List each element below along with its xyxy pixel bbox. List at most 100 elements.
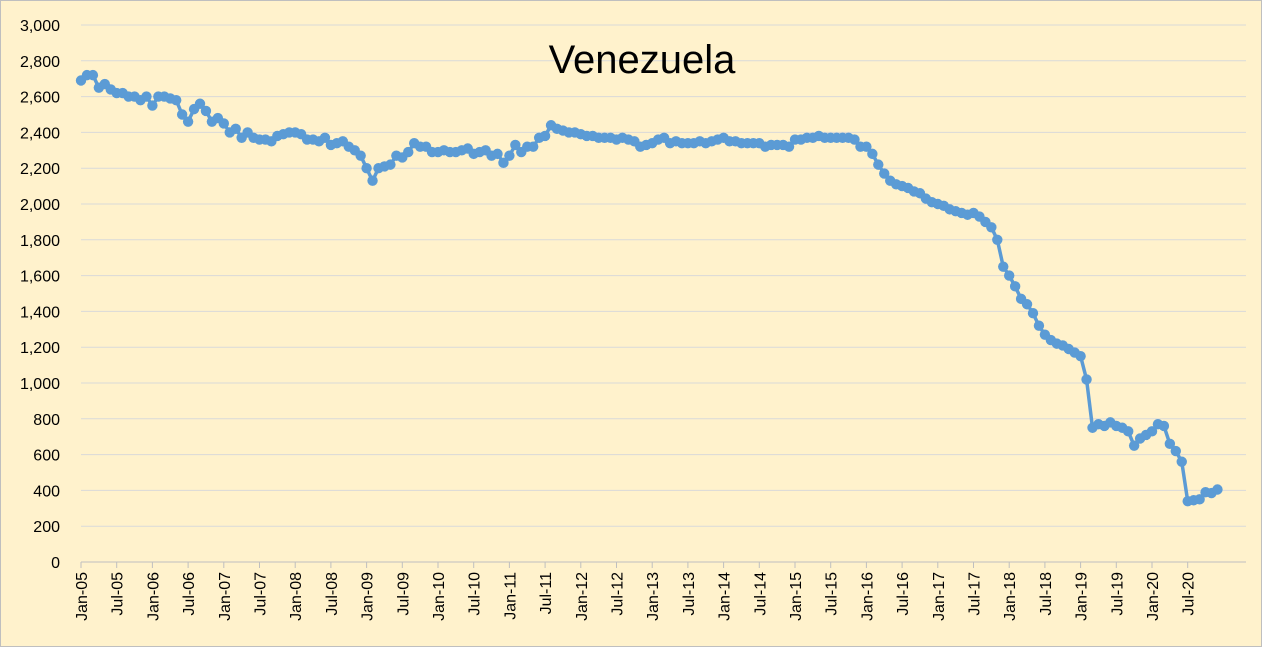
data-points	[75, 69, 1223, 507]
data-point	[873, 159, 884, 170]
data-point	[403, 146, 414, 158]
data-point	[1212, 484, 1223, 495]
y-tick-label: 2,800	[20, 54, 60, 71]
data-point	[1194, 494, 1205, 505]
y-tick-label: 2,200	[20, 161, 60, 178]
data-point	[510, 139, 521, 151]
data-point	[200, 105, 212, 117]
y-tick-label: 1,200	[20, 340, 60, 357]
data-point	[783, 141, 795, 152]
data-point	[1176, 456, 1187, 467]
data-point	[1164, 438, 1176, 450]
y-tick-label: 0	[51, 555, 60, 572]
x-tick-label: Jan-19	[1074, 572, 1091, 621]
x-tick-label: Jul-08	[324, 572, 341, 616]
data-point	[1146, 426, 1158, 437]
data-point	[986, 222, 997, 233]
y-tick-label: 1,800	[20, 233, 60, 250]
x-tick-label: Jan-07	[217, 572, 234, 621]
data-point	[1158, 420, 1170, 432]
data-point	[319, 132, 331, 143]
x-tick-label: Jul-20	[1181, 572, 1198, 616]
data-point	[861, 141, 872, 152]
x-tick-label: Jan-14	[717, 572, 734, 621]
data-point	[1128, 440, 1140, 451]
data-point	[194, 98, 206, 109]
data-point	[498, 157, 509, 169]
y-tick-label: 600	[33, 448, 60, 465]
y-tick-label: 200	[33, 519, 60, 536]
x-tick-label: Jul-17	[967, 572, 984, 616]
data-point	[998, 261, 1009, 272]
x-tick-label: Jul-09	[395, 572, 412, 616]
data-point	[361, 163, 372, 174]
x-tick-label: Jan-11	[502, 572, 519, 620]
x-tick-label: Jan-13	[645, 572, 662, 621]
x-tick-label: Jul-13	[681, 572, 698, 616]
data-point	[867, 148, 878, 160]
x-tick-label: Jan-10	[431, 572, 448, 621]
data-point	[1123, 426, 1134, 437]
data-point	[1075, 350, 1086, 362]
x-tick-label: Jul-19	[1109, 572, 1126, 616]
data-point	[492, 148, 503, 160]
data-point	[87, 69, 99, 81]
data-point	[171, 94, 182, 106]
x-tick-label: Jan-17	[931, 572, 948, 621]
data-point	[879, 168, 890, 179]
data-point	[539, 130, 551, 142]
x-tick-label: Jul-07	[253, 572, 270, 616]
x-tick-label: Jan-09	[360, 572, 377, 621]
x-tick-label: Jan-15	[788, 572, 805, 621]
x-tick-label: Jan-18	[1002, 572, 1019, 621]
y-tick-label: 2,600	[20, 90, 60, 107]
y-tick-label: 1,400	[20, 304, 60, 321]
y-tick-label: 2,400	[20, 125, 60, 142]
data-point	[1033, 320, 1045, 331]
y-tick-label: 400	[33, 483, 60, 500]
data-point	[1027, 307, 1039, 319]
data-point	[849, 134, 860, 145]
data-point	[230, 123, 241, 135]
y-tick-label: 800	[33, 412, 60, 429]
y-tick-label: 2,000	[20, 197, 60, 214]
data-point	[355, 150, 366, 161]
x-tick-label: Jul-10	[467, 572, 484, 616]
x-tick-label: Jan-05	[74, 572, 91, 621]
data-point	[1021, 299, 1033, 310]
y-tick-label: 3,000	[20, 18, 60, 35]
axes: 0 200 400 600 800 1,000 1,200 1,400 1,600 1,800 2,…	[20, 18, 1246, 621]
x-tick-label: Jul-06	[181, 572, 198, 616]
x-tick-label: Jan-08	[288, 572, 305, 621]
data-point	[1081, 374, 1092, 385]
data-point	[182, 116, 194, 127]
x-tick-label: Jul-15	[824, 572, 841, 616]
y-tick-label: 1,000	[20, 376, 60, 393]
data-point	[528, 141, 539, 152]
data-point	[147, 100, 158, 111]
chart-title: Venezuela	[549, 38, 737, 82]
x-tick-label: Jan-12	[574, 572, 591, 621]
y-tick-label: 1,600	[20, 269, 60, 286]
x-tick-label: Jan-20	[1145, 572, 1162, 621]
data-point	[141, 91, 152, 102]
data-point	[218, 118, 229, 129]
x-tick-label: Jul-14	[752, 572, 769, 616]
x-tick-label: Jul-12	[610, 572, 627, 616]
data-point	[504, 150, 515, 161]
data-point	[176, 109, 188, 120]
x-tick-label: Jul-05	[110, 572, 127, 616]
data-point	[992, 234, 1003, 245]
data-point	[385, 159, 396, 170]
x-tick-label: Jan-06	[145, 572, 162, 621]
data-point	[1004, 270, 1015, 281]
x-tick-label: Jul-11	[538, 572, 555, 614]
data-point	[1009, 281, 1021, 292]
x-tick-label: Jul-18	[1038, 572, 1055, 616]
data-point	[367, 175, 378, 186]
x-tick-label: Jul-16	[895, 572, 912, 616]
x-tick-label: Jan-16	[859, 572, 876, 621]
